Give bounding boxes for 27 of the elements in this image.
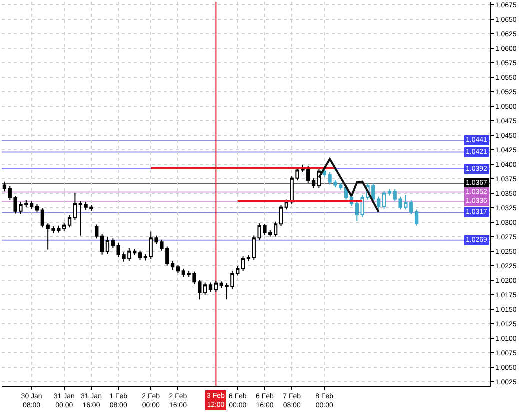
candlestick	[279, 204, 284, 227]
candlestick	[95, 224, 99, 240]
candlestick	[312, 178, 316, 189]
candlestick	[388, 188, 392, 196]
candlestick	[170, 260, 175, 270]
candlestick	[414, 209, 419, 226]
candlestick	[176, 264, 180, 274]
line-series	[318, 158, 380, 213]
candlestick	[106, 236, 110, 255]
candlestick	[274, 221, 278, 238]
candlestick	[382, 190, 386, 210]
candlestick	[35, 204, 40, 214]
candlestick	[68, 214, 72, 228]
candlestick	[111, 238, 115, 250]
candlestick	[30, 201, 34, 210]
candlestick	[208, 282, 213, 293]
candlestick	[241, 256, 246, 272]
candlestick	[73, 192, 78, 221]
candlestick	[40, 208, 44, 228]
candlestick	[144, 254, 148, 262]
candlestick	[246, 254, 251, 262]
candlestick	[138, 250, 142, 261]
candlestick	[204, 282, 208, 296]
candlestick	[355, 201, 359, 222]
candlestick	[100, 234, 104, 256]
candlestick	[214, 280, 218, 293]
candlestick	[2, 181, 7, 192]
